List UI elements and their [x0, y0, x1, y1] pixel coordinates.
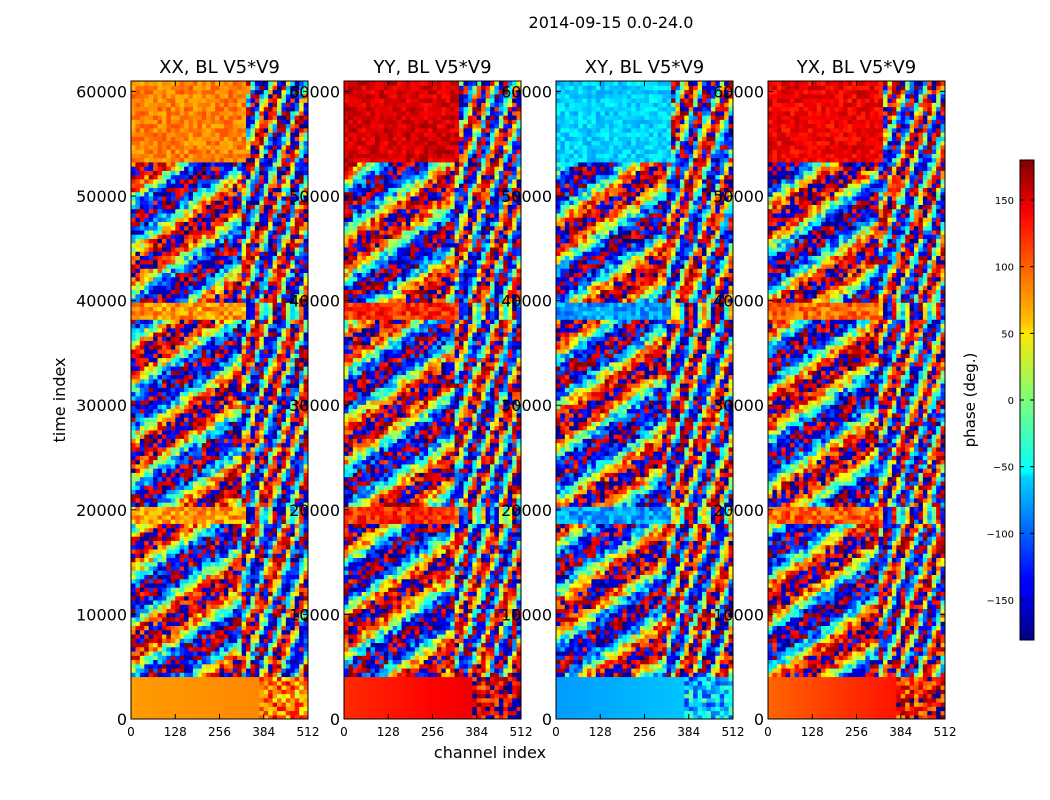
y-tick-label: 40000	[289, 292, 340, 311]
x-tick-label: 512	[510, 725, 533, 739]
y-tick-label: 0	[542, 710, 552, 729]
colorbar-tick-label: 0	[1008, 396, 1014, 407]
y-axis-label: time index	[50, 357, 69, 442]
x-tick-label: 512	[297, 725, 320, 739]
figure-title: 2014-09-15 0.0-24.0	[529, 13, 694, 32]
x-tick-label: 512	[934, 725, 957, 739]
y-tick-label: 50000	[713, 187, 764, 206]
y-tick-label: 0	[330, 710, 340, 729]
x-tick-label: 256	[421, 725, 444, 739]
colorbar-tick-label: −100	[987, 529, 1014, 540]
heatmap-cells	[556, 81, 733, 719]
y-tick-label: 30000	[501, 396, 552, 415]
y-tick-label: 50000	[76, 187, 127, 206]
panel-1: YY, BL V5*V9 0 128 256 384 512 0 10000 20000 3000…	[289, 57, 532, 739]
x-tick-label: 384	[252, 725, 275, 739]
x-tick-label: 0	[764, 725, 772, 739]
x-tick-label: 128	[589, 725, 612, 739]
y-tick-label: 60000	[289, 82, 340, 101]
y-tick-label: 40000	[713, 292, 764, 311]
panel-3: YX, BL V5*V9 0 128 256 384 512 0 10000 20000 3000…	[713, 57, 956, 739]
y-tick-label: 20000	[76, 501, 127, 520]
x-tick-label: 384	[889, 725, 912, 739]
x-tick-label: 256	[208, 725, 231, 739]
x-tick-label: 512	[722, 725, 745, 739]
colorbar-tick-label: 50	[1001, 329, 1014, 340]
y-tick-label: 60000	[76, 82, 127, 101]
heatmap-cells	[344, 81, 521, 719]
x-tick-label: 384	[677, 725, 700, 739]
x-tick-label: 0	[340, 725, 348, 739]
y-tick-label: 60000	[501, 82, 552, 101]
colorbar-tick-label: 150	[995, 196, 1014, 207]
x-tick-label: 0	[127, 725, 135, 739]
y-tick-label: 50000	[501, 187, 552, 206]
y-tick-label: 0	[117, 710, 127, 729]
y-tick-label: 50000	[289, 187, 340, 206]
x-axis-label: channel index	[434, 743, 546, 762]
x-tick-label: 128	[377, 725, 400, 739]
colorbar-tick-label: 100	[995, 263, 1014, 274]
y-tick-label: 30000	[289, 396, 340, 415]
y-tick-label: 20000	[289, 501, 340, 520]
panel-2: XY, BL V5*V9 0 128 256 384 512 0 10000 20000 3000…	[501, 57, 744, 739]
y-tick-label: 30000	[76, 396, 127, 415]
y-tick-label: 30000	[713, 396, 764, 415]
y-tick-label: 10000	[501, 605, 552, 624]
x-tick-label: 0	[552, 725, 560, 739]
colorbar-tick-label: −150	[987, 596, 1014, 607]
colorbar: −150 −100 −50 0 50 100 150 phase (deg.)	[961, 159, 1035, 641]
y-tick-label: 10000	[713, 605, 764, 624]
x-tick-label: 384	[465, 725, 488, 739]
y-tick-label: 60000	[713, 82, 764, 101]
panel-0: XX, BL V5*V9 0 128 256 384 512 0 10000 20000 3000…	[76, 57, 319, 739]
y-tick-label: 10000	[76, 605, 127, 624]
panel-title: YX, BL V5*V9	[796, 57, 916, 78]
panel-title: YY, BL V5*V9	[372, 57, 491, 78]
y-tick-label: 10000	[289, 605, 340, 624]
x-tick-label: 128	[164, 725, 187, 739]
y-tick-label: 20000	[501, 501, 552, 520]
heatmap-cells	[768, 81, 945, 719]
y-tick-label: 40000	[76, 292, 127, 311]
panel-title: XX, BL V5*V9	[159, 57, 280, 78]
panel-title: XY, BL V5*V9	[585, 57, 704, 78]
y-tick-label: 40000	[501, 292, 552, 311]
x-tick-label: 128	[801, 725, 824, 739]
colorbar-label: phase (deg.)	[961, 353, 979, 448]
colorbar-tick-label: −50	[993, 463, 1014, 474]
y-tick-label: 0	[754, 710, 764, 729]
heatmap-cells	[131, 81, 308, 719]
x-tick-label: 256	[845, 725, 868, 739]
y-tick-label: 20000	[713, 501, 764, 520]
x-tick-label: 256	[633, 725, 656, 739]
